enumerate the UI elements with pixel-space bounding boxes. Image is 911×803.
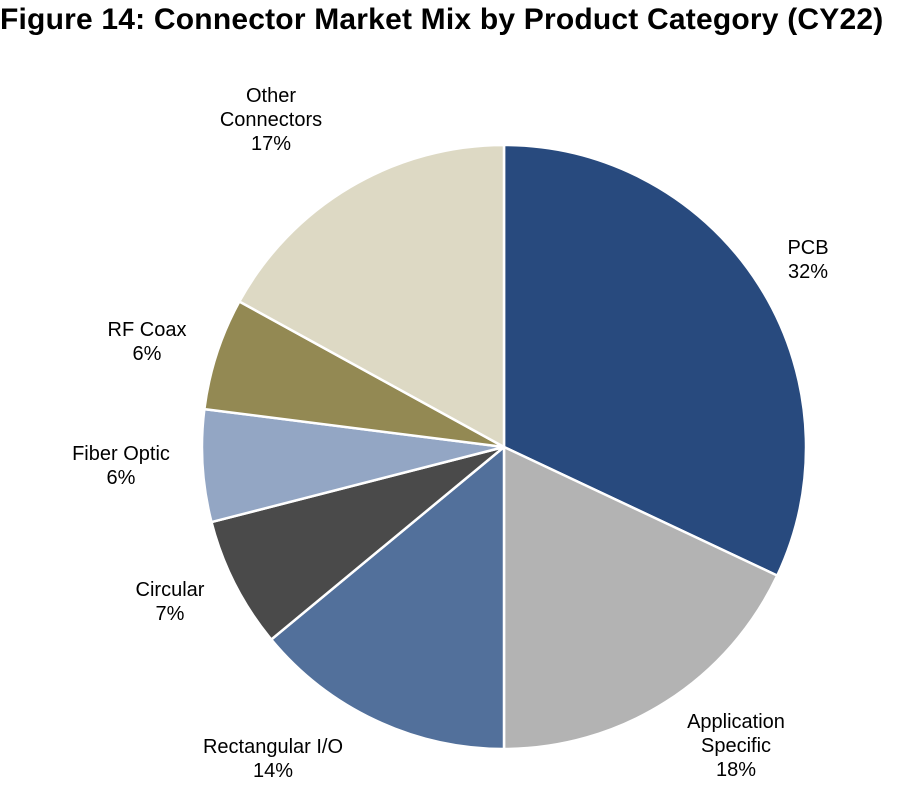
slice-label-application-specific: Application Specific 18% bbox=[687, 711, 785, 781]
pie-slice-other-connectors bbox=[238, 143, 506, 449]
slice-value-label: 32% bbox=[788, 261, 828, 283]
slice-label-other-connectors: Other Connectors 17% bbox=[220, 85, 322, 155]
chart-title: Figure 14: Connector Market Mix by Produ… bbox=[0, 3, 884, 36]
slice-name-label: Specific bbox=[701, 735, 771, 757]
pie-slices bbox=[200, 143, 808, 751]
slice-value-label: 18% bbox=[716, 759, 756, 781]
slice-value-label: 6% bbox=[133, 343, 162, 365]
pie-labels: PCB 32% Application Specific 18% Rectangular … bbox=[72, 85, 828, 782]
pie-slice-application-specific bbox=[502, 445, 779, 751]
slice-label-circular: Circular 7% bbox=[136, 579, 205, 625]
slice-value-label: 17% bbox=[251, 133, 291, 155]
slice-value-label: 7% bbox=[156, 603, 185, 625]
pie-slice-pcb bbox=[502, 143, 808, 577]
pie-slice-rectangular-i-o bbox=[270, 445, 506, 751]
slice-label-fiber-optic: Fiber Optic 6% bbox=[72, 443, 170, 489]
slice-name-label: Connectors bbox=[220, 109, 322, 131]
slice-name-label: Circular bbox=[136, 579, 205, 601]
slice-name-label: PCB bbox=[787, 237, 828, 259]
slice-label-rf-coax: RF Coax 6% bbox=[108, 319, 187, 365]
pie-slice-circular bbox=[210, 445, 506, 641]
slice-label-pcb: PCB 32% bbox=[787, 237, 828, 283]
slice-name-label: Fiber Optic bbox=[72, 443, 170, 465]
slice-name-label: Other bbox=[246, 85, 296, 107]
slice-name-label: Application bbox=[687, 711, 785, 733]
slice-label-rectangular-i-o: Rectangular I/O 14% bbox=[203, 736, 343, 782]
slice-name-label: RF Coax bbox=[108, 319, 187, 341]
slice-value-label: 14% bbox=[253, 760, 293, 782]
slice-value-label: 6% bbox=[107, 467, 136, 489]
slice-name-label: Rectangular I/O bbox=[203, 736, 343, 758]
